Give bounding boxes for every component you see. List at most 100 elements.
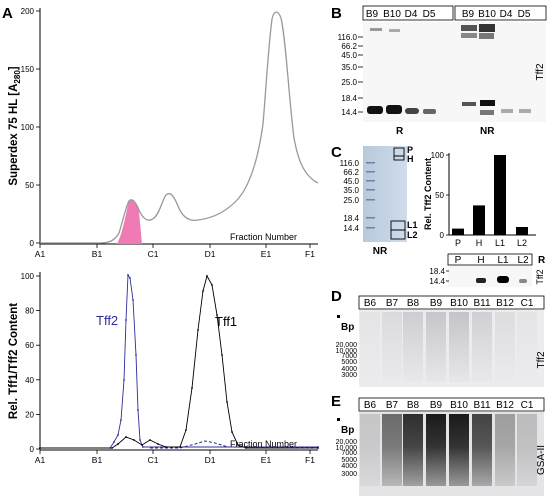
bar-l1	[494, 155, 506, 235]
tff2-point	[120, 419, 122, 421]
tff2-point	[127, 274, 129, 276]
gel-e-unit: Bp	[341, 425, 354, 436]
marker-label: 10,000	[336, 348, 358, 355]
band-b9-reduced	[367, 106, 383, 114]
bar-y-axis-label: Rel. Tff2 Content	[423, 158, 433, 230]
panel-e-letter: E	[331, 393, 341, 410]
tff1-series-label: Tff1	[215, 314, 237, 329]
tff1-point	[221, 354, 223, 356]
tff2-series-line	[40, 273, 318, 449]
top-y-tick-label: 50	[25, 181, 34, 190]
bottom-y-tick-label: 40	[25, 376, 34, 385]
bar-x-label: H	[476, 238, 483, 248]
gel-d-smear	[495, 312, 515, 382]
lane-labels-right: B9 B10 D4 D5	[462, 9, 531, 20]
blot-c-band-l1	[497, 276, 509, 283]
top-x-tick-label: B1	[92, 249, 103, 259]
bottom-x-tick-label: D1	[205, 455, 216, 465]
lane-label: B8	[407, 298, 420, 309]
marker-label: 18.4	[343, 214, 359, 223]
tff2-point	[135, 354, 137, 356]
band-b10-mid-nonreduced	[479, 33, 494, 39]
bottom-x-tick-label: E1	[261, 455, 272, 465]
tff2-point	[113, 441, 115, 443]
marker-label: 25.0	[341, 78, 357, 87]
blot-c-band-h	[476, 278, 486, 283]
bottom-y-axis-label: Rel. Tff1/Tff2 Content	[8, 303, 20, 419]
marker-label: 14.4	[343, 224, 359, 233]
tff2-point	[123, 379, 125, 381]
tff2-point	[129, 277, 131, 279]
top-x-ticks: A1 B1 C1 D1 E1 F1	[35, 244, 315, 259]
bar-bars	[452, 155, 528, 235]
gel-d-unit: Bp	[341, 322, 354, 333]
lane-label: D5	[423, 9, 436, 20]
marker-label: 5000	[341, 359, 357, 366]
top-x-tick-label: D1	[205, 249, 216, 259]
bottom-x-tick-label: F1	[305, 455, 315, 465]
bottom-x-tick-label: C1	[148, 455, 159, 465]
bottom-y-ticks: 0 20 40 60 80 100	[21, 272, 40, 454]
band-b10-high-reduced	[389, 29, 400, 32]
lane-label: D4	[405, 9, 418, 20]
bar-p	[452, 228, 464, 235]
tff2-point	[139, 439, 141, 441]
tff2-series-label: Tff2	[96, 313, 118, 328]
tff1-point	[149, 439, 151, 441]
lane-label: B12	[496, 400, 514, 411]
gel-d-side-label: Tff2	[536, 351, 547, 368]
bar-h	[473, 205, 485, 235]
series-points	[39, 274, 319, 449]
marker-label: 25.0	[343, 196, 359, 205]
lane-label: B10	[383, 9, 401, 20]
gel-box-label-l2: L2	[407, 230, 418, 240]
marker-label: 20,000	[336, 439, 358, 446]
blot-c-lane-box	[447, 253, 533, 266]
gel-box-h	[393, 155, 405, 161]
tff2-series-dashed	[150, 440, 319, 449]
tff2-point	[117, 434, 119, 436]
gel-e-smear	[426, 414, 446, 486]
blot-c-lane-label: L2	[517, 255, 529, 266]
lane-label: D4	[500, 9, 513, 20]
bottom-x-tick-label: B1	[92, 455, 103, 465]
band-d4-14-nonreduced	[501, 109, 513, 113]
marker-label: 35.0	[341, 63, 357, 72]
gel-box-label-p: P	[407, 145, 413, 155]
band-b9-mid-nonreduced	[461, 33, 477, 38]
top-y-axis-label: Superdex 75 HL [A280]	[8, 66, 22, 185]
gel-d-smear	[426, 312, 446, 382]
gel-box-label-h: H	[407, 154, 414, 164]
top-y-tick-label: 200	[21, 7, 35, 16]
lane-label: B12	[496, 298, 514, 309]
tff1-point	[245, 447, 247, 449]
gel-c-markers: 116.066.245.035.025.0 18.414.4	[340, 159, 360, 233]
blot-c-band-l2	[519, 279, 527, 283]
bottom-y-tick-label: 20	[25, 410, 34, 419]
blot-c-side-label: Tff2	[535, 269, 545, 284]
gel-d-smear	[403, 312, 423, 382]
blot-c-condition: R	[538, 255, 546, 266]
tff1-point	[237, 444, 239, 446]
marker-label: 35.0	[343, 186, 359, 195]
tff1-point	[165, 446, 167, 448]
lane-label: B9	[366, 9, 379, 20]
gel-c-condition: NR	[373, 246, 388, 257]
gel-e-smear	[403, 414, 423, 486]
top-x-tick-label: E1	[261, 249, 272, 259]
gel-c-marker-lane	[366, 162, 375, 229]
gel-e-smear	[449, 414, 469, 486]
lane-box-d	[358, 295, 545, 310]
blot-b-condition-reduced: R	[396, 126, 404, 137]
blot-c-lane-label: H	[477, 255, 484, 266]
bar-y-tick-label: 100	[431, 151, 445, 160]
lane-label: B7	[386, 298, 399, 309]
tff1-point	[157, 443, 159, 445]
marker-label: 66.2	[343, 168, 359, 177]
blot-c-membrane	[448, 266, 532, 287]
tff1-point	[111, 447, 113, 449]
blot-c-lane-labels: P H L1 L2	[455, 255, 529, 266]
bottom-y-tick-label: 80	[25, 307, 34, 316]
